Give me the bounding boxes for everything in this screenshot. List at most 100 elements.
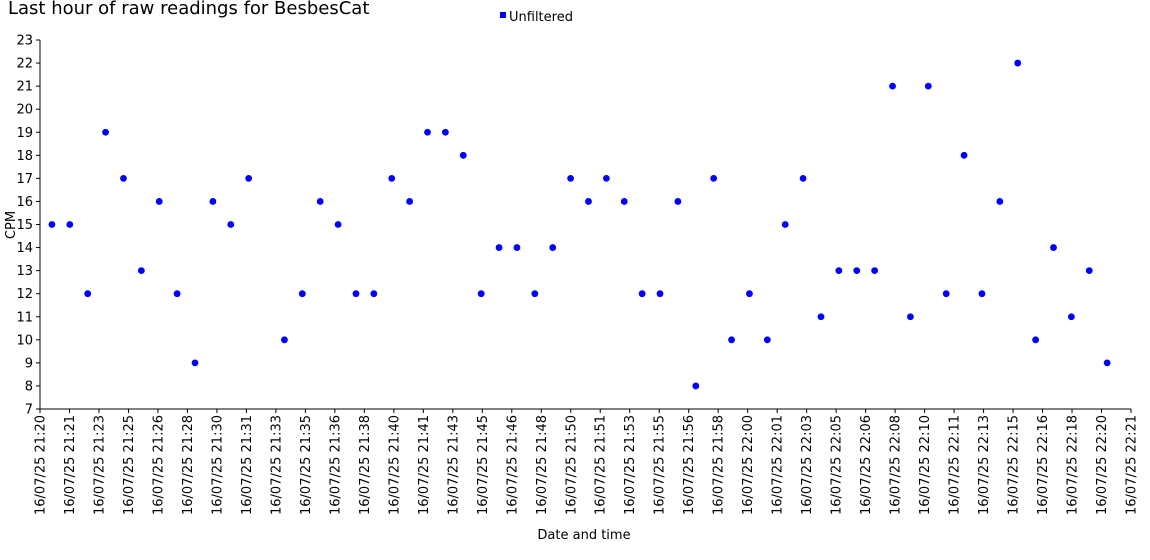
x-tick-label: 16/07/25 21:31 xyxy=(240,415,255,515)
data-point xyxy=(173,290,181,298)
y-tick-label: 21 xyxy=(16,80,33,95)
data-point xyxy=(549,244,557,251)
data-point xyxy=(66,221,74,228)
data-point xyxy=(942,290,950,298)
data-point xyxy=(388,174,396,182)
y-tick-label: 17 xyxy=(16,172,33,187)
data-point xyxy=(513,244,521,251)
x-tick-label: 16/07/25 22:21 xyxy=(1125,415,1140,515)
x-tick-label: 16/07/25 21:51 xyxy=(594,415,609,515)
x-axis: 16/07/25 21:20 16/07/25 21:21 16/07/25 21:… xyxy=(34,408,1140,515)
x-tick-label: 16/07/25 22:05 xyxy=(830,415,845,515)
data-points xyxy=(48,59,1111,390)
data-point xyxy=(155,198,163,205)
data-point xyxy=(620,198,628,205)
y-axis: 7 8 9 10 11 12 13 14 15 16 17 18 19 20 21 22 23 xyxy=(16,34,41,418)
x-tick-label: 16/07/25 21:50 xyxy=(564,415,579,515)
x-tick-label: 16/07/25 22:06 xyxy=(859,415,874,515)
data-point xyxy=(656,290,664,298)
y-tick-label: 20 xyxy=(16,103,33,118)
x-tick-label: 16/07/25 21:33 xyxy=(269,415,284,515)
y-tick-label: 15 xyxy=(16,218,33,233)
x-tick-label: 16/07/25 21:38 xyxy=(358,415,373,515)
data-point xyxy=(871,267,879,275)
data-point xyxy=(209,198,217,205)
data-point xyxy=(907,313,914,321)
x-tick-label: 16/07/25 21:28 xyxy=(181,415,196,515)
data-point xyxy=(853,267,861,275)
x-tick-label: 16/07/25 22:03 xyxy=(800,415,815,515)
data-point xyxy=(477,290,485,298)
x-tick-label: 16/07/25 22:10 xyxy=(918,415,933,515)
data-point xyxy=(424,128,431,136)
data-point xyxy=(692,382,700,390)
data-point xyxy=(48,221,56,228)
data-point xyxy=(1032,336,1040,344)
data-point xyxy=(924,82,932,90)
chart-title: Last hour of raw readings for BesbesCat xyxy=(8,0,370,19)
y-tick-label: 7 xyxy=(25,403,33,418)
x-tick-label: 16/07/25 21:55 xyxy=(653,415,668,515)
data-point xyxy=(281,336,288,344)
x-tick-label: 16/07/25 21:48 xyxy=(535,415,550,515)
y-tick-label: 12 xyxy=(16,287,33,302)
data-point xyxy=(102,128,109,136)
x-tick-label: 16/07/25 21:43 xyxy=(446,415,461,515)
x-tick-label: 16/07/25 21:30 xyxy=(210,415,225,515)
data-point xyxy=(889,82,896,90)
x-tick-label: 16/07/25 21:45 xyxy=(476,415,491,515)
legend-marker-icon xyxy=(500,12,506,18)
x-tick-label: 16/07/25 21:41 xyxy=(417,415,432,515)
data-point xyxy=(227,221,235,228)
x-tick-label: 16/07/25 22:18 xyxy=(1066,415,1081,515)
data-point xyxy=(567,174,574,182)
x-tick-label: 16/07/25 21:20 xyxy=(34,415,49,515)
data-point xyxy=(585,198,592,205)
data-point xyxy=(459,151,467,159)
y-tick-label: 9 xyxy=(25,356,33,371)
x-tick-label: 16/07/25 21:46 xyxy=(505,415,520,515)
data-point xyxy=(352,290,360,298)
data-point xyxy=(817,313,825,321)
data-point xyxy=(316,198,324,205)
y-axis-label: CPM xyxy=(4,211,19,239)
data-point xyxy=(120,174,127,182)
x-tick-label: 16/07/25 22:16 xyxy=(1036,415,1051,515)
data-point xyxy=(406,198,414,205)
x-tick-label: 16/07/25 21:26 xyxy=(151,415,166,515)
legend: Unfiltered xyxy=(500,10,573,25)
data-point xyxy=(978,290,986,298)
data-point xyxy=(1085,267,1093,275)
y-tick-label: 16 xyxy=(16,195,33,210)
x-tick-label: 16/07/25 22:20 xyxy=(1095,415,1110,515)
x-tick-label: 16/07/25 21:40 xyxy=(387,415,402,515)
x-tick-label: 16/07/25 21:35 xyxy=(299,415,314,515)
x-tick-label: 16/07/25 22:08 xyxy=(889,415,904,515)
data-point xyxy=(441,128,449,136)
x-tick-label: 16/07/25 21:23 xyxy=(92,415,107,515)
y-tick-label: 23 xyxy=(16,34,33,49)
data-point xyxy=(996,198,1004,205)
data-point xyxy=(799,174,807,182)
y-tick-label: 11 xyxy=(16,310,33,325)
data-point xyxy=(638,290,646,298)
y-tick-label: 13 xyxy=(16,264,33,279)
data-point xyxy=(835,267,843,275)
data-point xyxy=(1050,244,1057,251)
data-point xyxy=(1014,59,1022,67)
data-point xyxy=(763,336,771,344)
y-tick-label: 22 xyxy=(16,57,33,72)
y-tick-label: 8 xyxy=(25,379,33,394)
data-point xyxy=(370,290,378,298)
x-tick-label: 16/07/25 22:11 xyxy=(948,415,963,515)
data-point xyxy=(1067,313,1075,321)
y-tick-label: 14 xyxy=(16,241,33,256)
data-point xyxy=(191,359,199,367)
x-tick-label: 16/07/25 22:15 xyxy=(1007,415,1022,515)
x-tick-label: 16/07/25 21:36 xyxy=(328,415,343,515)
data-point xyxy=(531,290,539,298)
data-point xyxy=(137,267,145,275)
data-point xyxy=(781,221,789,228)
data-point xyxy=(602,174,610,182)
